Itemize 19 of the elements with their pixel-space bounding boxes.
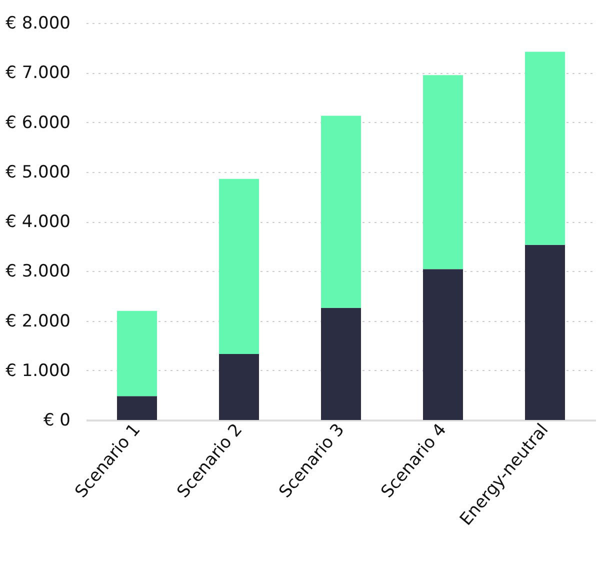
y-tick-label: € 2.000 (6, 311, 70, 332)
y-tick-label: € 5.000 (6, 162, 70, 182)
bar (321, 308, 361, 420)
bar (423, 75, 463, 270)
bar (321, 116, 361, 308)
y-tick-label: € 4.000 (6, 212, 70, 232)
bar (423, 269, 463, 420)
bar (117, 396, 157, 420)
y-tick-label: € 1.000 (6, 360, 70, 381)
bar (525, 52, 565, 245)
y-tick-label: € 7.000 (6, 63, 70, 84)
y-tick-label: € 3.000 (6, 262, 70, 282)
bar (117, 310, 157, 396)
bar (219, 178, 259, 354)
bar (525, 244, 565, 420)
bar (219, 354, 259, 420)
y-tick-label: € 8.000 (6, 14, 70, 34)
y-tick-label: € 0 (43, 410, 70, 430)
y-tick-label: € 6.000 (6, 112, 70, 133)
